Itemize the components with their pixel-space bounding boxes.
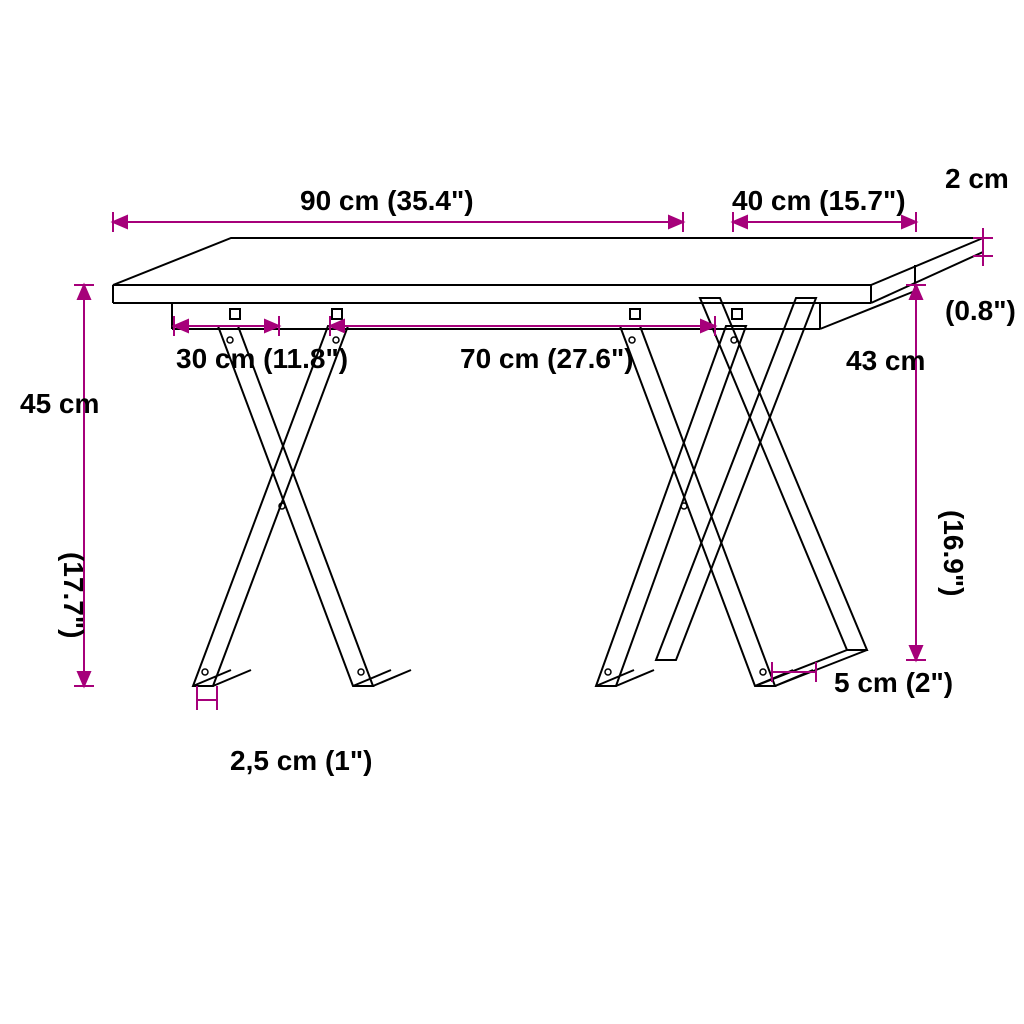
svg-text:(16.9"): (16.9") <box>938 510 969 596</box>
svg-text:45 cm: 45 cm <box>20 388 99 419</box>
svg-text:40 cm (15.7"): 40 cm (15.7") <box>732 185 906 216</box>
svg-text:(17.7"): (17.7") <box>58 552 89 638</box>
svg-text:2,5 cm (1"): 2,5 cm (1") <box>230 745 372 776</box>
svg-text:90 cm (35.4"): 90 cm (35.4") <box>300 185 474 216</box>
svg-text:30 cm (11.8"): 30 cm (11.8") <box>176 343 348 374</box>
svg-text:2 cm: 2 cm <box>945 163 1009 194</box>
svg-text:70 cm (27.6"): 70 cm (27.6") <box>460 343 634 374</box>
svg-text:43 cm: 43 cm <box>846 345 925 376</box>
svg-text:5 cm (2"): 5 cm (2") <box>834 667 953 698</box>
svg-text:(0.8"): (0.8") <box>945 295 1016 326</box>
